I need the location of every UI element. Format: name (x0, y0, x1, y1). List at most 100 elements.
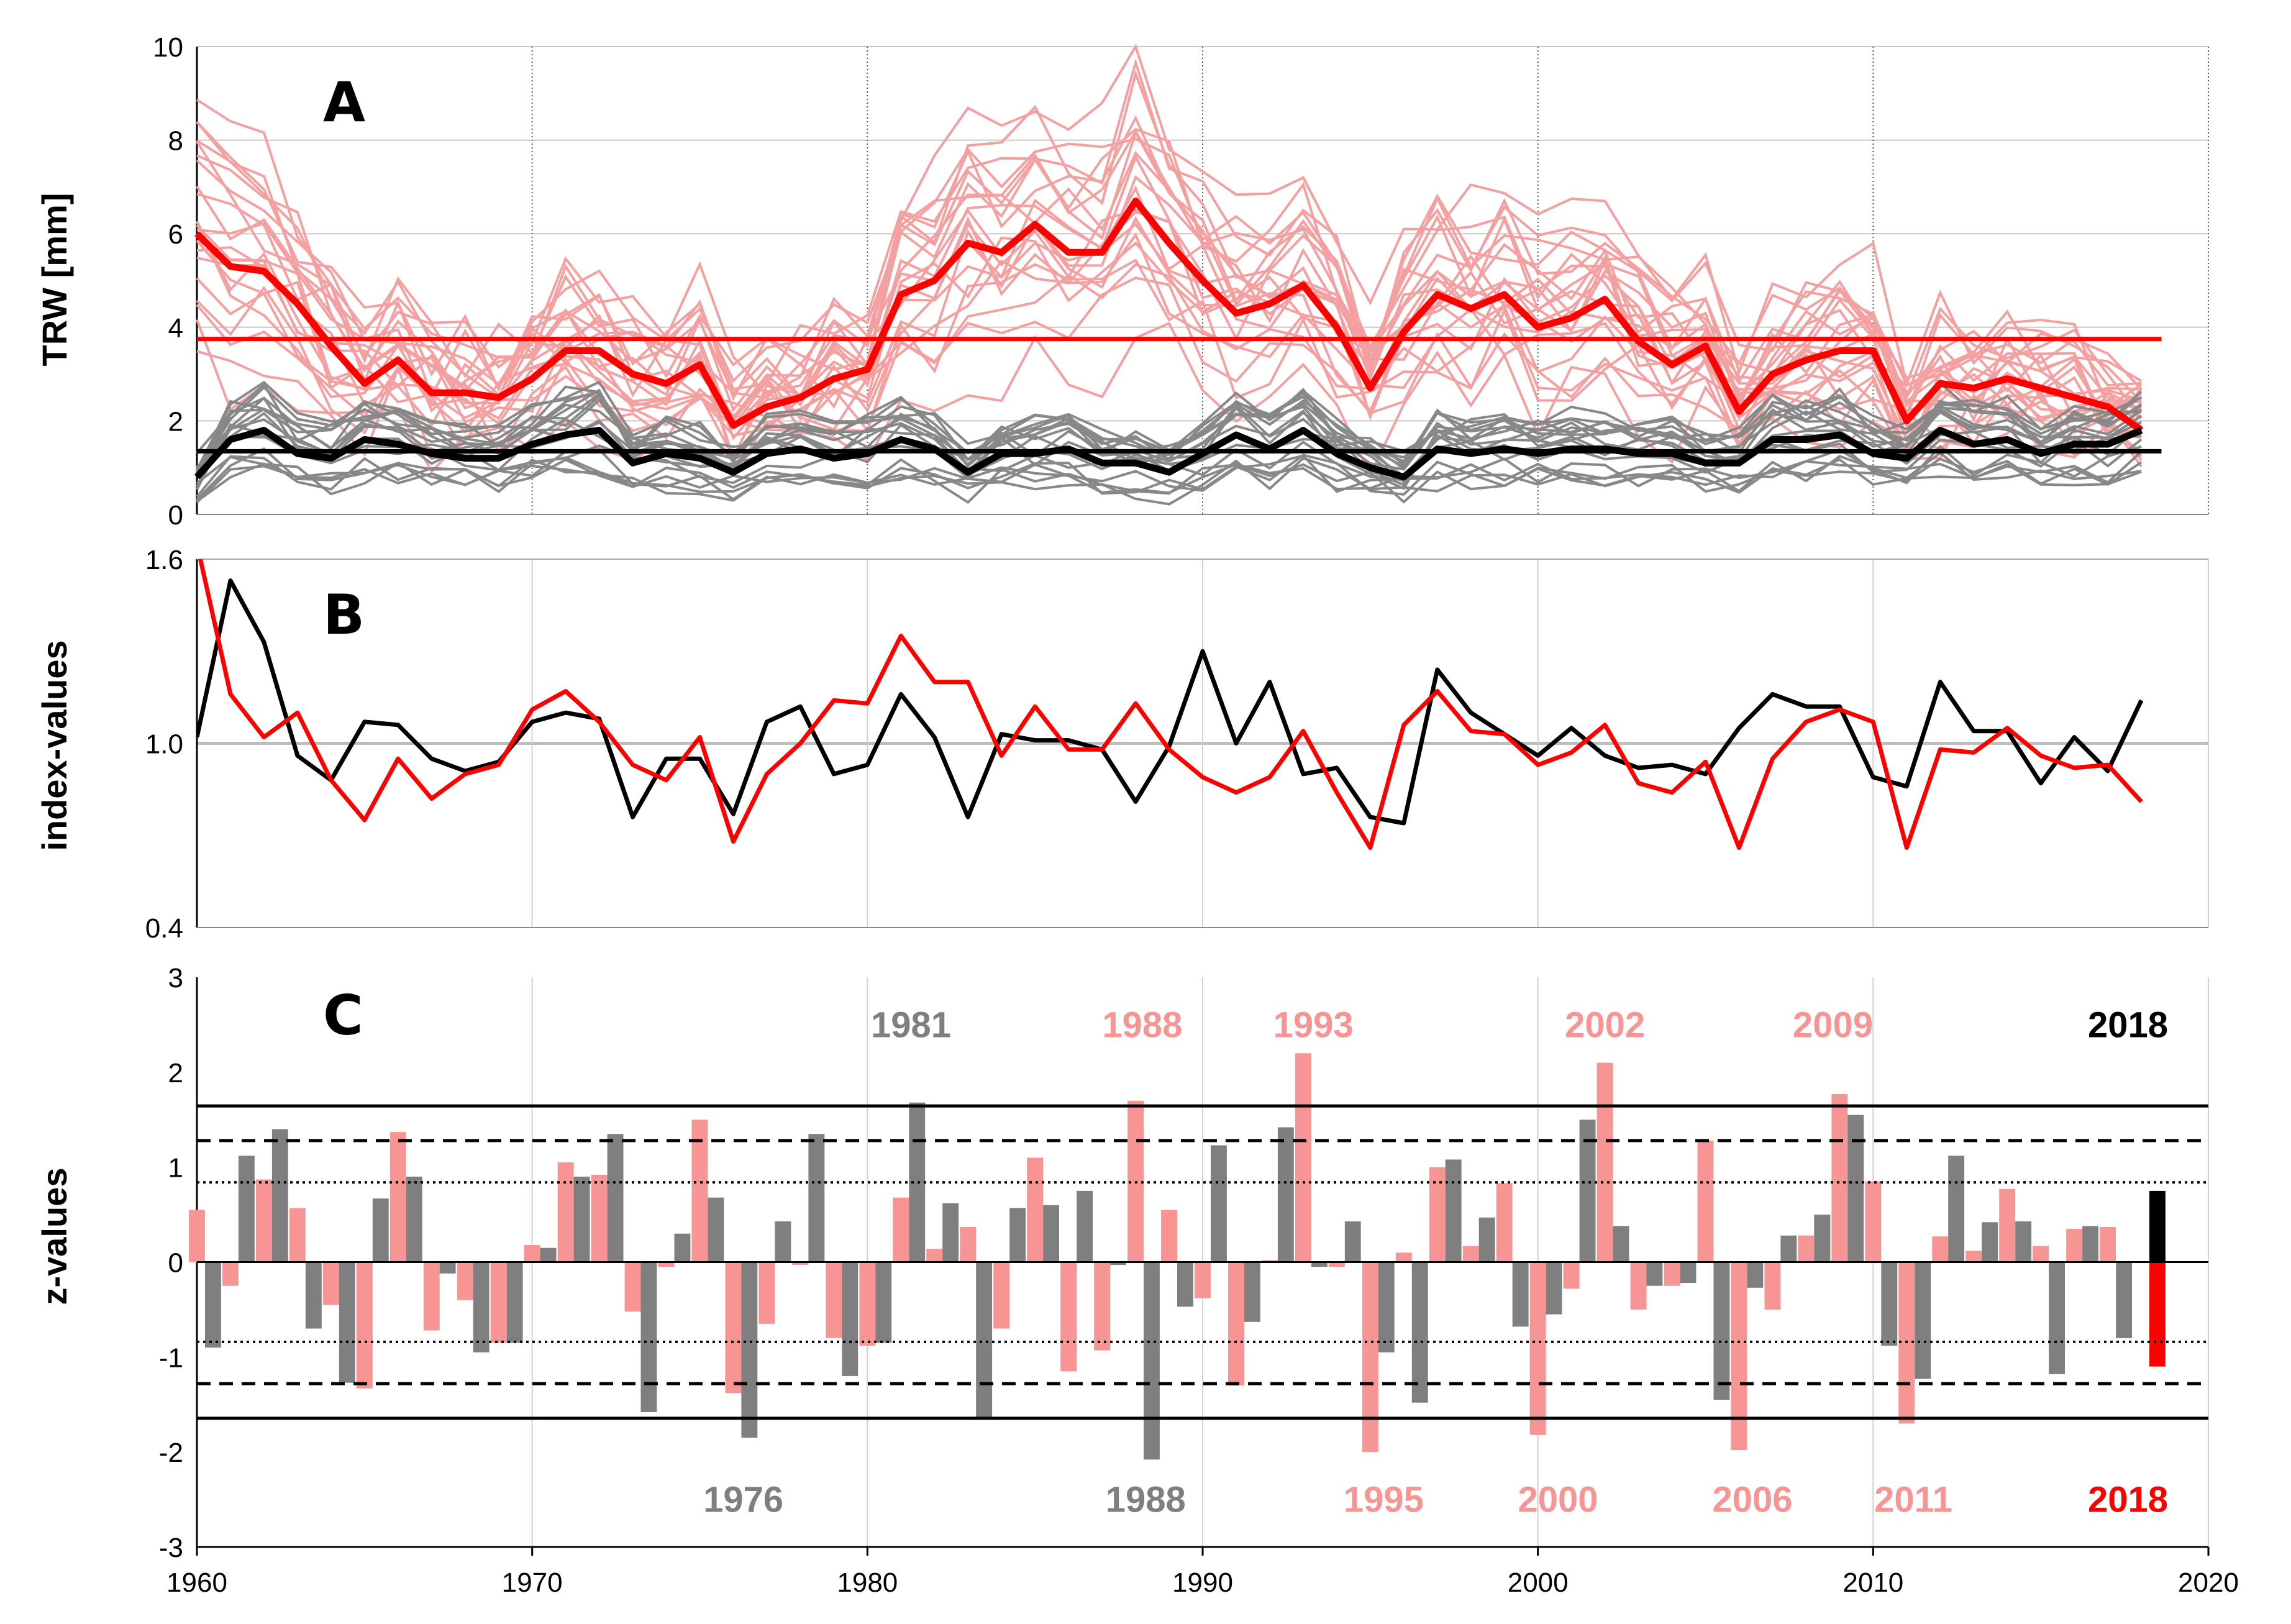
x-axis-tick-label: 2010 (1842, 1567, 1903, 1598)
panel-c-bar-red (1060, 1262, 1077, 1372)
panel-a-tree-line-red (196, 175, 2142, 442)
panel-c-bar-grey (1847, 1115, 1864, 1262)
panel-a-tree-line-red (196, 319, 2143, 478)
panel-c-bar-red (624, 1262, 641, 1312)
panel-c-y-ticks: -3 -2 -1 0 1 2 3 (159, 963, 183, 1563)
panel-a-y-ticks: 0 2 4 6 8 10 (153, 32, 183, 531)
panel-a: 0 2 4 6 8 10 A TRW [mm] (35, 32, 2209, 531)
panel-c-bar-grey (1445, 1159, 1462, 1262)
panel-c-bar-red (2033, 1246, 2049, 1262)
panel-c-bar-red (1161, 1210, 1177, 1262)
panel-c-bar-grey (1982, 1222, 1998, 1262)
panel-c-bar-grey (1177, 1262, 1193, 1307)
panel-c-bar-red (423, 1262, 440, 1331)
panel-c-bar-grey (1680, 1262, 1697, 1284)
panel-a-individual-series (196, 43, 2143, 506)
panel-b-y-label: index-values (35, 640, 74, 851)
panel-b-y-tick-label: 0.4 (145, 913, 183, 944)
x-axis-tick-label: 1980 (837, 1567, 898, 1598)
panel-c-bar-grey (473, 1262, 490, 1353)
panel-c-bar-grey (506, 1262, 523, 1343)
panel-c-bar-grey (875, 1262, 892, 1343)
panel-c-bar-red (1462, 1246, 1479, 1262)
panel-c-bar-red (189, 1210, 205, 1262)
panel-c-bar-red (1596, 1062, 1613, 1262)
panel-a-tree-line-grey (196, 388, 2142, 473)
panel-a-y-tick-label: 8 (168, 126, 183, 157)
panel-c-bar-red (1262, 1260, 1278, 1262)
x-axis-tick-label: 1960 (166, 1567, 227, 1598)
panel-c-bar-red (758, 1262, 775, 1324)
panel-c-bar-red (926, 1249, 943, 1262)
panel-c-bar-grey (1780, 1235, 1797, 1262)
panel-c-year-label: 2009 (1793, 1005, 1873, 1045)
panel-c-bar-red (1965, 1251, 1982, 1262)
panel-c-bar-red (960, 1227, 977, 1262)
panel-c-bar-red (524, 1245, 540, 1262)
panel-c-bar-grey (1579, 1120, 1596, 1262)
panel-c-bar-grey (1009, 1208, 1026, 1262)
panel-a-tree-line-red (196, 258, 2143, 462)
panel-c-bar-grey (238, 1156, 255, 1262)
panel-c-bar-grey (1512, 1262, 1529, 1327)
panel-c-year-label: 1976 (703, 1480, 783, 1520)
panel-c-bar-grey (1077, 1190, 1093, 1262)
panel-a-tree-line-red (196, 216, 2142, 459)
panel-c-bar-grey (573, 1176, 590, 1262)
panel-c-bar-red (1764, 1262, 1781, 1310)
panel-c-bar-red (1563, 1262, 1580, 1289)
panel-a-tree-line-red (196, 137, 2143, 419)
panel-c-bar-red (1529, 1262, 1546, 1435)
panel-c-bar-red (1865, 1181, 1882, 1262)
panel-c-year-label: 1993 (1273, 1005, 1354, 1045)
panel-c-bar-grey (1277, 1127, 1294, 1262)
panel-c-bar-grey (1144, 1262, 1160, 1460)
panel-c-bar-red (658, 1262, 675, 1267)
panel-b-y-ticks: 0.4 1.0 1.6 (145, 545, 183, 944)
panel-c-bar-red (289, 1208, 306, 1262)
panel-c-bar-grey (339, 1262, 355, 1383)
panel-a-y-label: TRW [mm] (35, 193, 74, 367)
panel-b-red-index-line (198, 559, 2143, 850)
panel-c-bar-grey (1311, 1262, 1328, 1267)
panel-c-bar-grey (976, 1262, 993, 1419)
panel-a-y-tick-label: 2 (168, 406, 183, 437)
panel-c-bar-grey (674, 1233, 691, 1262)
panel-c-bar-red (993, 1262, 1010, 1329)
panel-b-grid (196, 559, 2209, 928)
panel-c-bar-grey (2049, 1262, 2065, 1374)
panel-c-bar-grey (2082, 1226, 2098, 1262)
panel-c-y-tick-label: -1 (159, 1343, 183, 1373)
panel-c-year-label: 1995 (1344, 1480, 1424, 1520)
panel-c-bar-red (322, 1262, 339, 1305)
panel-c-bar-red (1027, 1157, 1044, 1262)
panel-c-year-label: 2000 (1518, 1480, 1598, 1520)
panel-b-y-tick-label: 1.6 (145, 545, 183, 575)
panel-c-reference-lines (197, 1104, 2208, 1420)
panel-a-black-mean-line (194, 427, 2143, 481)
panel-c-bar-grey (808, 1134, 825, 1262)
panel-a-tree-line-grey (196, 444, 2142, 501)
panel-c-bar-red (1195, 1262, 1211, 1298)
panel-c-bar-red (826, 1262, 842, 1338)
panel-c-bar-grey (775, 1221, 791, 1262)
panel-c-year-label: 2006 (1713, 1480, 1793, 1520)
panel-c-bar-red (222, 1262, 239, 1286)
panel-c-bar-red (1630, 1262, 1647, 1310)
panel-c-bar-grey (1948, 1156, 1965, 1262)
panel-b-y-tick-label: 1.0 (145, 729, 183, 760)
panel-c-year-label: 1988 (1106, 1480, 1186, 1520)
panel-c-bar-grey (406, 1176, 422, 1262)
panel-c-bar-grey (640, 1262, 657, 1412)
panel-c-bar-2018 (2149, 1262, 2166, 1367)
panel-c-bar-2018 (2149, 1190, 2166, 1262)
panel-c-y-tick-label: 2 (168, 1058, 183, 1088)
panel-c-bar-red (356, 1262, 373, 1389)
panel-c-bar-red (691, 1120, 708, 1262)
panel-c-year-annotations: 1981 1988 1993 2002 2009 2018 1976 1988 1995 2000… (703, 1005, 2168, 1520)
panel-c-bar-grey (1478, 1217, 1495, 1262)
panel-a-mean-series (194, 198, 2162, 481)
panel-a-y-tick-label: 6 (168, 219, 183, 250)
panel-c-bar-grey (1211, 1145, 1227, 1262)
